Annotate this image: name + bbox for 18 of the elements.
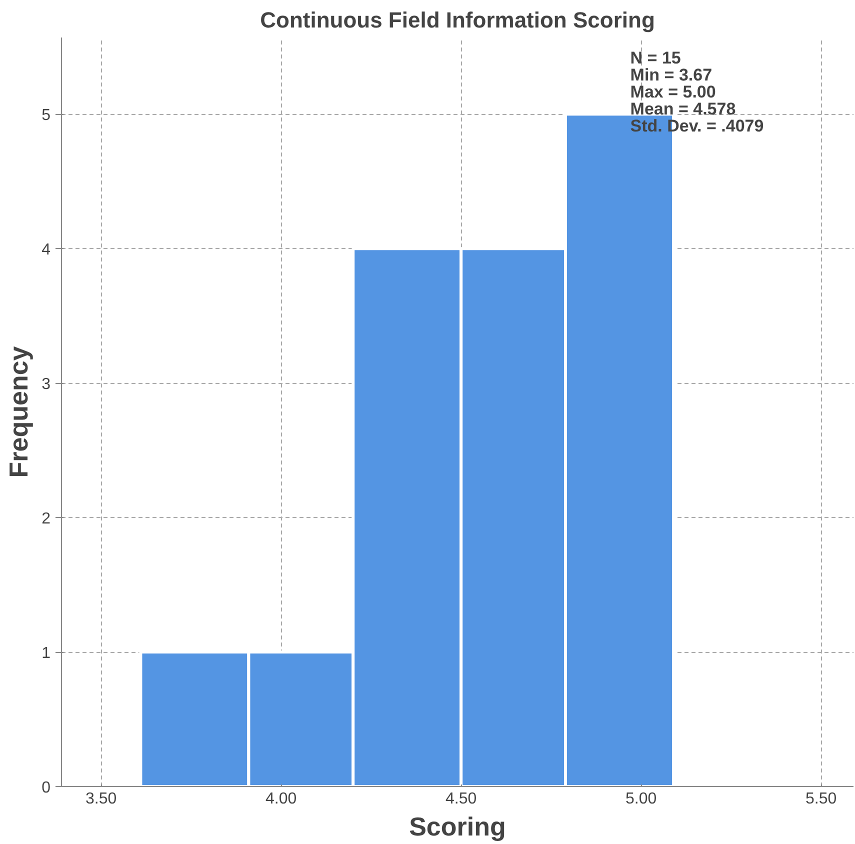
x-tick-label: 3.50 [86, 790, 117, 808]
x-tick-label: 5.00 [626, 790, 657, 808]
y-tick-label: 5 [42, 107, 51, 124]
annotation: Max = 5.00 [630, 82, 716, 102]
y-axis-title: Frequency [4, 346, 34, 478]
y-tick-label: 0 [42, 780, 51, 796]
annotation: Min = 3.67 [630, 65, 712, 84]
annotation: Mean = 4.578 [630, 99, 736, 118]
annotation: N = 15 [630, 48, 681, 68]
y-tick-label: 2 [42, 510, 51, 528]
x-tick-label: 4.50 [446, 790, 477, 808]
y-tick-label: 4 [42, 242, 51, 259]
y-tick-label: 3 [42, 376, 51, 394]
x-tick-label: 4.00 [266, 790, 297, 808]
x-tick-label: 5.50 [806, 790, 837, 808]
y-tick-label: 1 [42, 645, 51, 662]
x-axis-title: Scoring [409, 812, 506, 842]
chart-title: Continuous Field Information Scoring [260, 8, 655, 32]
